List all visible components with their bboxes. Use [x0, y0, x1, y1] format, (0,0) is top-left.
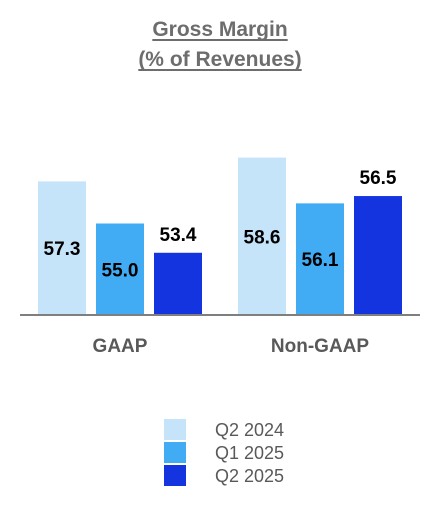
value-label: 56.1 [302, 250, 339, 271]
title-underlines [138, 39, 302, 71]
bar-non-gaap-q2-2024 [238, 157, 286, 315]
value-label: 56.5 [360, 168, 397, 189]
legend-swatch [164, 465, 186, 486]
value-label: 53.4 [160, 225, 197, 246]
legend: Q2 2024 Q1 2025 Q2 2025 [164, 419, 284, 486]
category-labels: GAAP Non-GAAP [93, 336, 370, 357]
bar-gaap-q1-2025 [96, 223, 144, 315]
legend-label: Q2 2024 [215, 420, 284, 440]
bar-non-gaap-q2-2025 [354, 196, 402, 315]
legend-swatch [164, 442, 186, 463]
legend-swatch [164, 419, 186, 440]
chart-subtitle: (% of Revenues) [138, 48, 301, 71]
bar-non-gaap-q1-2025 [296, 203, 344, 315]
bar-gaap-q2-2025 [154, 252, 202, 315]
bar-gaap-q2-2024 [38, 181, 86, 315]
value-label: 58.6 [244, 227, 281, 248]
value-labels: 57.3 55.0 53.4 58.6 56.1 56.5 [44, 168, 397, 281]
chart-title: Gross Margin [152, 18, 287, 41]
value-label: 55.0 [102, 260, 139, 281]
legend-label: Q1 2025 [215, 443, 284, 463]
category-label: Non-GAAP [271, 336, 369, 357]
legend-label: Q2 2025 [215, 466, 284, 486]
value-label: 57.3 [44, 239, 81, 260]
category-label: GAAP [93, 336, 148, 357]
bar-group [38, 157, 402, 315]
